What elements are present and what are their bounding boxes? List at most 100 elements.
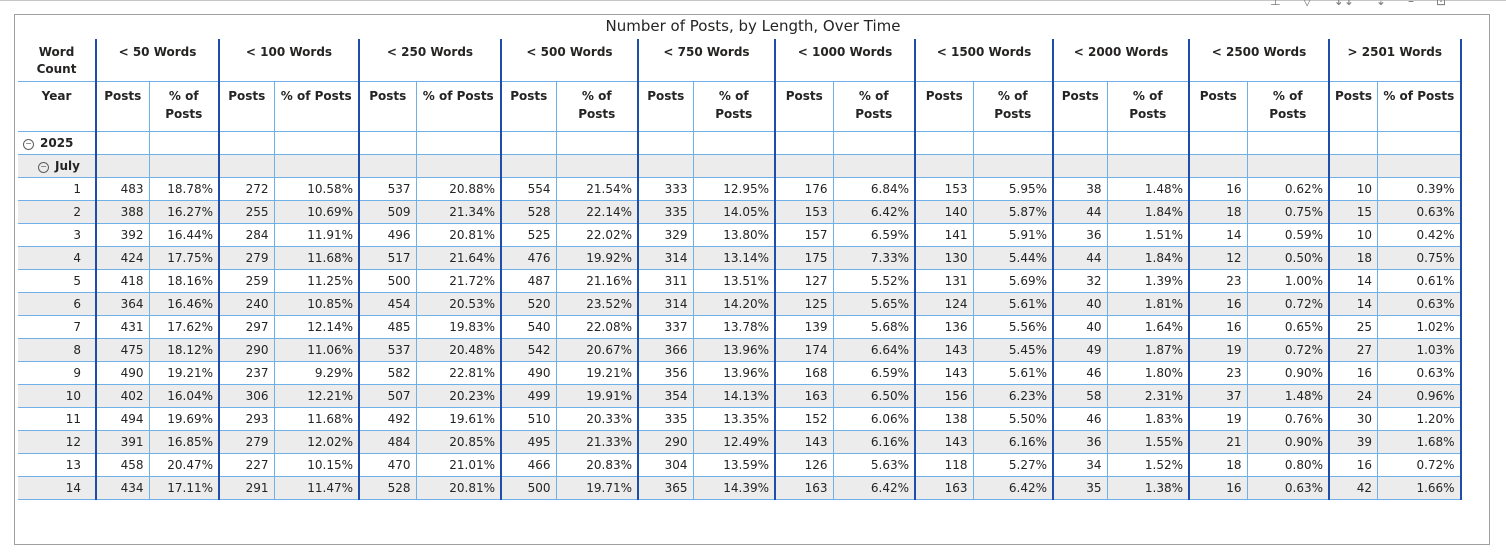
percent-cell: 20.53% [416,292,502,316]
percent-cell: 0.90% [1247,361,1330,385]
posts-column-header[interactable]: Posts [1189,81,1248,132]
column-header-1000-words[interactable]: < 1000 Words [775,39,916,82]
percent-cell: 5.45% [973,338,1054,362]
percent-of-posts-column-header[interactable]: % of Posts [556,81,639,132]
posts-cell: 496 [359,223,417,247]
percent-cell: 20.48% [416,338,502,362]
percent-cell: 11.06% [274,338,360,362]
posts-column-header[interactable]: Posts [96,81,150,132]
column-header-2000-words[interactable]: < 2000 Words [1053,39,1190,82]
expand-next-level-icon[interactable]: ⇣ [1375,0,1386,8]
day-label: 7 [18,315,97,339]
posts-cell: 14 [1189,223,1248,247]
percent-of-posts-column-header[interactable]: % of Posts [693,81,776,132]
percent-of-posts-column-header[interactable]: % of Posts [274,81,360,132]
posts-cell: 30 [1329,407,1379,431]
column-sub-header-row: Year Posts% of Posts Posts% of Posts Posts%… [18,81,1462,132]
column-header-500-words[interactable]: < 500 Words [501,39,639,82]
posts-column-header[interactable]: Posts [1329,81,1379,132]
posts-column-header[interactable]: Posts [501,81,557,132]
filter-icon[interactable]: ▽ [1302,0,1312,8]
percent-cell: 0.63% [1377,292,1462,316]
posts-column-header[interactable]: Posts [775,81,834,132]
posts-cell: 237 [219,361,275,385]
percent-cell: 6.59% [833,223,916,247]
empty-cell [274,131,360,155]
posts-column-header[interactable]: Posts [1053,81,1108,132]
percent-cell: 13.14% [693,246,776,270]
percent-cell: 1.66% [1377,476,1462,500]
column-header-750-words[interactable]: < 750 Words [638,39,776,82]
column-header-2501-words[interactable]: > 2501 Words [1329,39,1462,82]
posts-cell: 141 [915,223,974,247]
percent-cell: 12.21% [274,384,360,408]
posts-cell: 499 [501,384,557,408]
word-count-header[interactable]: Word Count [18,39,97,82]
percent-of-posts-column-header[interactable]: % of Posts [833,81,916,132]
posts-cell: 335 [638,407,694,431]
empty-cell [833,131,916,155]
table-row: 10 402 16.04% 306 12.21% 507 20.23% 499 19.91% 35… [18,384,1462,408]
more-options-icon[interactable]: – [1407,0,1414,8]
empty-cell [149,154,220,178]
percent-of-posts-column-header[interactable]: % of Posts [1247,81,1330,132]
table-row: 3 392 16.44% 284 11.91% 496 20.81% 525 22.02% 329… [18,223,1462,247]
day-label: 3 [18,223,97,247]
pin-icon[interactable]: ⊥ [1270,0,1281,8]
percent-cell: 7.33% [833,246,916,270]
percent-cell: 1.02% [1377,315,1462,339]
column-header-50-words[interactable]: < 50 Words [96,39,220,82]
column-header-250-words[interactable]: < 250 Words [359,39,502,82]
percent-cell: 14.20% [693,292,776,316]
collapse-icon[interactable]: − [38,161,49,173]
percent-cell: 23.52% [556,292,639,316]
column-header-1500-words[interactable]: < 1500 Words [915,39,1054,82]
year-header[interactable]: Year [18,81,97,132]
matrix-visual[interactable]: Number of Posts, by Length, Over Time Wo… [14,14,1490,545]
percent-of-posts-column-header[interactable]: % of Posts [1107,81,1190,132]
percent-cell: 1.84% [1107,246,1190,270]
percent-of-posts-column-header[interactable]: % of Posts [1377,81,1462,132]
percent-cell: 14.39% [693,476,776,500]
matrix-table: Word Count < 50 Words < 100 Words < 250 Wor… [18,39,1462,500]
percent-cell: 10.85% [274,292,360,316]
empty-cell [501,154,557,178]
empty-cell [416,154,502,178]
posts-cell: 15 [1329,200,1379,224]
posts-cell: 18 [1189,453,1248,477]
percent-cell: 1.52% [1107,453,1190,477]
percent-of-posts-column-header[interactable]: % of Posts [416,81,502,132]
percent-cell: 0.63% [1377,361,1462,385]
table-row: 2 388 16.27% 255 10.69% 509 21.34% 528 22.14% 335… [18,200,1462,224]
posts-cell: 12 [1189,246,1248,270]
posts-cell: 314 [638,292,694,316]
collapse-icon[interactable]: − [23,138,34,150]
drill-down-icon[interactable]: ↓↓ [1333,0,1354,8]
posts-cell: 49 [1053,338,1108,362]
percent-cell: 1.68% [1377,430,1462,454]
percent-cell: 12.02% [274,430,360,454]
percent-cell: 12.49% [693,430,776,454]
percent-cell: 5.44% [973,246,1054,270]
column-header-100-words[interactable]: < 100 Words [219,39,360,82]
percent-cell: 21.54% [556,177,639,201]
empty-cell [775,131,834,155]
posts-column-header[interactable]: Posts [915,81,974,132]
percent-of-posts-column-header[interactable]: % of Posts [973,81,1054,132]
posts-cell: 25 [1329,315,1379,339]
posts-cell: 153 [915,177,974,201]
posts-column-header[interactable]: Posts [359,81,417,132]
percent-of-posts-column-header[interactable]: % of Posts [149,81,220,132]
percent-cell: 5.95% [973,177,1054,201]
day-label: 11 [18,407,97,431]
empty-cell [693,131,776,155]
percent-cell: 21.72% [416,269,502,293]
posts-cell: 306 [219,384,275,408]
posts-cell: 14 [1329,269,1379,293]
focus-mode-icon[interactable]: ⊡ [1435,0,1446,8]
percent-cell: 5.27% [973,453,1054,477]
column-header-2500-words[interactable]: < 2500 Words [1189,39,1330,82]
posts-column-header[interactable]: Posts [219,81,275,132]
posts-cell: 492 [359,407,417,431]
posts-column-header[interactable]: Posts [638,81,694,132]
